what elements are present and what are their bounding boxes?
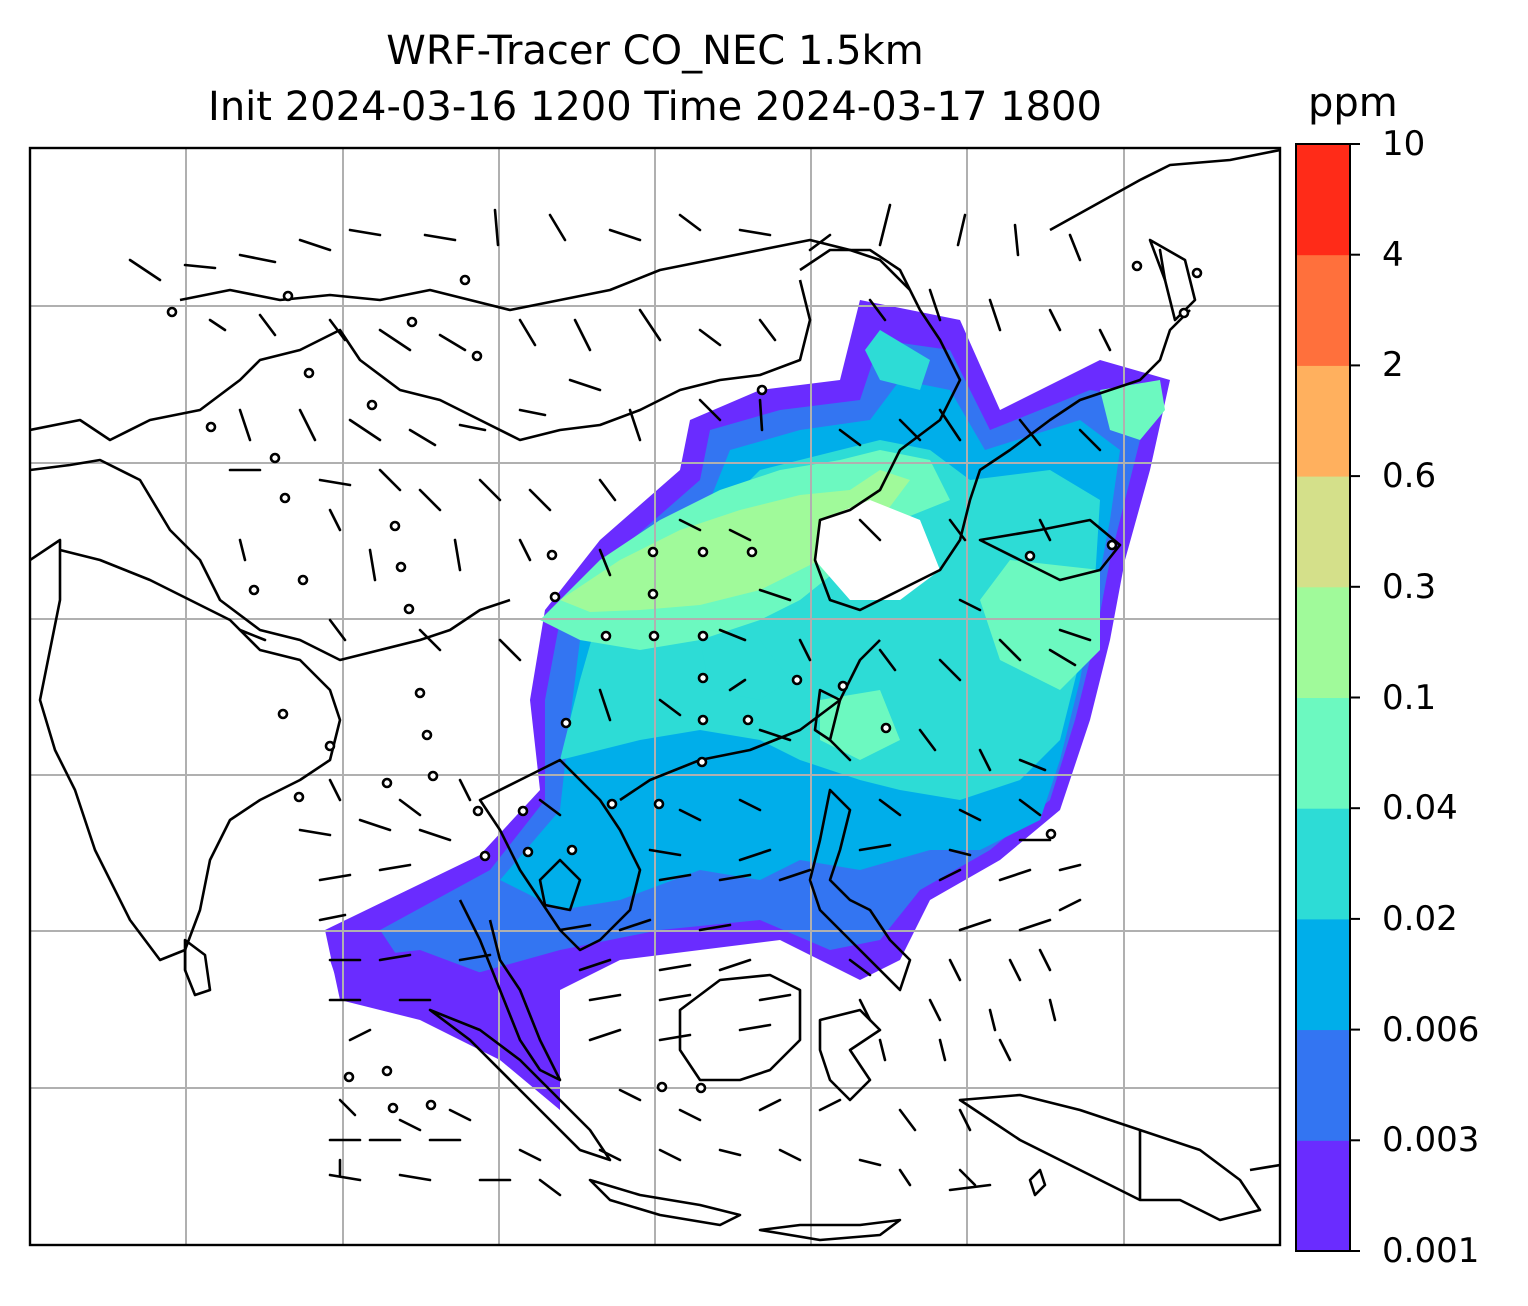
colorbar-tick-label: 0.02 bbox=[1382, 898, 1458, 939]
colorbar-segment bbox=[1296, 476, 1350, 588]
colorbar-tick-label: 0.3 bbox=[1382, 566, 1437, 607]
colorbar-segment bbox=[1296, 365, 1350, 477]
colorbar-tick-label: 0.04 bbox=[1382, 788, 1458, 829]
colorbar bbox=[1295, 143, 1360, 1252]
colorbar-tick-label: 0.1 bbox=[1382, 677, 1437, 718]
colorbar-segment bbox=[1296, 254, 1350, 366]
colorbar-segment bbox=[1296, 808, 1350, 920]
map-title: WRF-Tracer CO_NEC 1.5km bbox=[386, 28, 924, 74]
colorbar-tick-label: 0.6 bbox=[1382, 456, 1437, 497]
coastlines bbox=[30, 148, 1280, 1242]
colorbar-tick-label: 0.003 bbox=[1382, 1120, 1480, 1161]
wind-barbs bbox=[128, 203, 1167, 1197]
colorbar-tick-label: 0.006 bbox=[1382, 1009, 1480, 1050]
map-subtitle: Init 2024-03-16 1200 Time 2024-03-17 180… bbox=[208, 84, 1102, 130]
colorbar-tick-label: 0.001 bbox=[1382, 1231, 1480, 1271]
colorbar-tick-label: 2 bbox=[1382, 345, 1404, 386]
colorbar-segment bbox=[1296, 1140, 1350, 1252]
colorbar-segment bbox=[1296, 918, 1350, 1031]
colorbar-segment bbox=[1296, 144, 1350, 256]
colorbar-tick-label: 4 bbox=[1382, 234, 1404, 275]
colorbar-segment bbox=[1296, 697, 1350, 809]
map-panel bbox=[30, 148, 1280, 1245]
calm-wind-markers bbox=[166, 260, 1203, 1114]
colorbar-tick-label: 10 bbox=[1382, 124, 1426, 164]
colorbar-unit-label: ppm bbox=[1308, 80, 1398, 126]
colorbar-segment bbox=[1296, 586, 1350, 698]
colorbar-segment bbox=[1296, 1029, 1350, 1141]
map-frame bbox=[28, 146, 1282, 1247]
